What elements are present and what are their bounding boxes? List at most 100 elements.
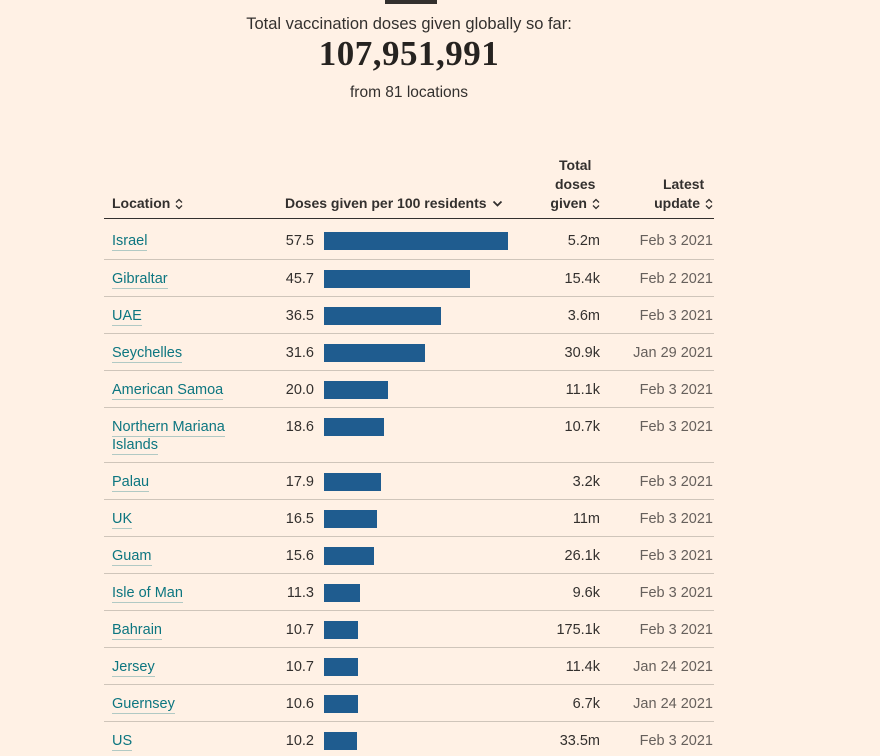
- sort-desc-icon: [492, 200, 502, 207]
- table-row: UAE 36.5 3.6m Feb 3 2021: [104, 297, 714, 334]
- total-doses-value: 3.6m: [567, 308, 600, 324]
- doses-value: 57.5: [285, 233, 314, 249]
- total-doses-value: 11.4k: [565, 659, 600, 675]
- location-cell: UK: [104, 500, 254, 529]
- sort-both-icon: [175, 198, 183, 209]
- doses-value: 31.6: [285, 345, 314, 361]
- location-link[interactable]: Jersey: [112, 659, 155, 677]
- doses-value: 20.0: [285, 382, 314, 398]
- bar-cell: [314, 648, 510, 676]
- table-row: Guam 15.6 26.1k Feb 3 2021: [104, 537, 714, 574]
- table-row: Palau 17.9 3.2k Feb 3 2021: [104, 463, 714, 500]
- content: Total vaccination doses given globally s…: [104, 0, 714, 751]
- doses-bar: [324, 343, 425, 362]
- latest-update-value: Feb 3 2021: [639, 382, 713, 398]
- column-header-latest-update[interactable]: Latest update: [600, 175, 713, 213]
- table-row: US 10.2 33.5m Feb 3 2021: [104, 722, 714, 756]
- bar-cell: [314, 611, 510, 639]
- location-link[interactable]: UK: [112, 511, 133, 529]
- doses-bar: [324, 509, 377, 528]
- column-header-total-line3: given: [550, 195, 587, 211]
- doses-value: 11.3: [286, 585, 314, 601]
- bar-cell: [314, 260, 510, 288]
- column-header-total-line2: doses: [554, 176, 596, 192]
- latest-update-value: Jan 29 2021: [633, 345, 713, 361]
- total-doses-value: 15.4k: [564, 271, 600, 287]
- doses-bar: [324, 583, 360, 602]
- bar-cell: [314, 297, 510, 325]
- doses-value: 10.6: [285, 696, 314, 712]
- latest-update-value: Feb 3 2021: [639, 419, 713, 435]
- bar-cell: [314, 408, 510, 436]
- doses-value: 36.5: [285, 308, 314, 324]
- location-link[interactable]: Guam: [112, 548, 152, 566]
- doses-bar: [324, 269, 470, 288]
- doses-bar: [324, 417, 384, 436]
- column-header-location[interactable]: Location: [104, 194, 254, 213]
- doses-value: 45.7: [285, 271, 314, 287]
- latest-update-value: Feb 3 2021: [639, 733, 713, 749]
- latest-update-value: Feb 3 2021: [639, 474, 713, 490]
- latest-update-value: Feb 3 2021: [639, 511, 713, 527]
- doses-bar: [324, 694, 358, 713]
- location-link[interactable]: Palau: [112, 474, 150, 492]
- location-link[interactable]: American Samoa: [112, 382, 224, 400]
- latest-update-value: Jan 24 2021: [633, 696, 713, 712]
- total-doses-value: 33.5m: [559, 733, 600, 749]
- column-header-update-line1: Latest: [662, 176, 705, 192]
- table-row: Bahrain 10.7 175.1k Feb 3 2021: [104, 611, 714, 648]
- total-doses-value: 9.6k: [572, 585, 600, 601]
- vaccination-table: Location Doses given per 100 residents: [104, 157, 714, 756]
- doses-bar: [324, 472, 381, 491]
- bar-cell: [314, 219, 510, 250]
- location-link[interactable]: UAE: [112, 308, 142, 326]
- location-link[interactable]: Gibraltar: [112, 271, 168, 289]
- total-doses-value: 5.2m: [567, 233, 600, 249]
- latest-update-value: Feb 3 2021: [639, 622, 713, 638]
- location-link[interactable]: Northern Mariana Islands: [112, 419, 225, 455]
- doses-value: 10.2: [285, 733, 314, 749]
- total-doses-value: 175.1k: [556, 622, 600, 638]
- bar-cell: [314, 463, 510, 491]
- total-doses-value: 30.9k: [564, 345, 600, 361]
- table-row: Seychelles 31.6 30.9k Jan 29 2021: [104, 334, 714, 371]
- total-doses-value: 11.1k: [565, 382, 600, 398]
- table-body: Israel 57.5 5.2m Feb 3 2021 Gibraltar 45…: [104, 219, 714, 756]
- total-doses-value: 11m: [572, 511, 600, 527]
- bar-cell: [314, 334, 510, 362]
- hero-intro: Total vaccination doses given globally s…: [246, 15, 572, 33]
- location-cell: Israel: [104, 219, 254, 251]
- doses-bar: [324, 306, 441, 325]
- bar-cell: [314, 371, 510, 399]
- column-header-location-label: Location: [112, 195, 171, 211]
- bar-cell: [314, 685, 510, 713]
- total-doses-value: 26.1k: [564, 548, 600, 564]
- latest-update-value: Feb 3 2021: [639, 585, 713, 601]
- location-cell: Northern Mariana Islands: [104, 408, 254, 455]
- table-row: Isle of Man 11.3 9.6k Feb 3 2021: [104, 574, 714, 611]
- location-cell: Guam: [104, 537, 254, 566]
- doses-bar: [324, 657, 358, 676]
- location-link[interactable]: Bahrain: [112, 622, 162, 640]
- bar-cell: [314, 500, 510, 528]
- doses-bar: [324, 620, 358, 639]
- latest-update-value: Feb 3 2021: [639, 308, 713, 324]
- doses-value: 16.5: [285, 511, 314, 527]
- location-cell: US: [104, 722, 254, 751]
- bar-cell: [314, 574, 510, 602]
- location-link[interactable]: Isle of Man: [112, 585, 183, 603]
- bar-cell: [314, 722, 510, 750]
- column-header-doses-per-100[interactable]: Doses given per 100 residents: [254, 194, 510, 213]
- column-header-update-line2: update: [654, 195, 700, 211]
- total-doses-value: 10.7k: [564, 419, 600, 435]
- doses-bar: [324, 380, 388, 399]
- column-header-total-doses[interactable]: Total doses given: [510, 156, 600, 213]
- location-cell: American Samoa: [104, 371, 254, 400]
- location-link[interactable]: US: [112, 733, 133, 751]
- location-link[interactable]: Guernsey: [112, 696, 175, 714]
- location-link[interactable]: Seychelles: [112, 345, 183, 363]
- doses-bar: [324, 546, 374, 565]
- latest-update-value: Feb 3 2021: [639, 233, 713, 249]
- location-link[interactable]: Israel: [112, 233, 148, 251]
